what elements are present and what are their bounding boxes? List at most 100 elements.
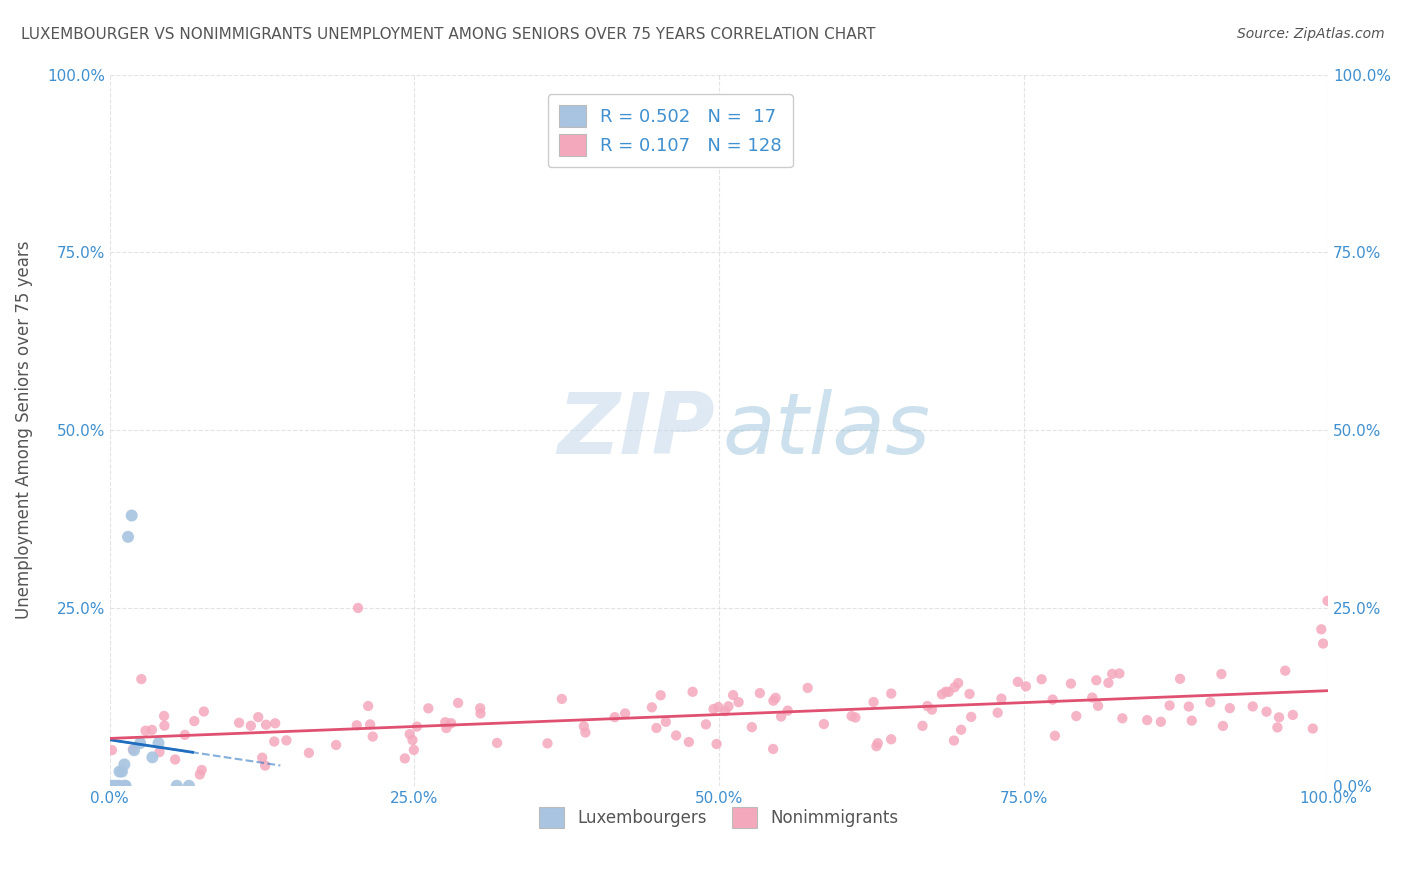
Point [165, 752, 187, 766]
Point [536, 736, 558, 750]
Point [702, 702, 724, 716]
Point [748, 686, 770, 700]
Point [1274, 664, 1296, 678]
Point [247, 710, 270, 724]
Point [1136, 713, 1159, 727]
Point [263, 734, 285, 748]
Point [1168, 672, 1191, 686]
Point [1282, 708, 1305, 723]
Point [727, 695, 749, 709]
Point [264, 716, 287, 731]
Point [1310, 623, 1333, 637]
Point [935, 684, 957, 698]
Point [418, 701, 440, 715]
Point [135, 723, 157, 738]
Point [228, 715, 250, 730]
Text: Source: ZipAtlas.com: Source: ZipAtlas.com [1237, 27, 1385, 41]
Point [250, 750, 273, 764]
Point [865, 739, 887, 754]
Point [1043, 729, 1066, 743]
Point [1085, 673, 1108, 688]
Point [112, 779, 135, 793]
Point [166, 779, 188, 793]
Point [398, 727, 420, 741]
Point [406, 720, 429, 734]
Point [470, 706, 492, 721]
Point [108, 779, 131, 793]
Point [1150, 714, 1173, 729]
Point [1241, 699, 1264, 714]
Point [1007, 674, 1029, 689]
Point [1066, 709, 1088, 723]
Point [129, 736, 152, 750]
Point [1302, 722, 1324, 736]
Point [695, 717, 717, 731]
Point [440, 716, 463, 731]
Point [141, 750, 163, 764]
Point [1199, 695, 1222, 709]
Point [1015, 679, 1038, 693]
Point [1159, 698, 1181, 713]
Point [1097, 676, 1119, 690]
Point [1178, 699, 1201, 714]
Point [434, 715, 457, 730]
Point [1060, 676, 1083, 690]
Point [141, 723, 163, 737]
Point [193, 705, 215, 719]
Point [188, 767, 211, 781]
Point [1316, 594, 1339, 608]
Point [101, 743, 124, 757]
Point [173, 728, 195, 742]
Point [401, 733, 423, 747]
Point [641, 700, 664, 714]
Point [470, 701, 492, 715]
Point [950, 723, 973, 737]
Point [717, 699, 740, 714]
Point [359, 717, 381, 731]
Point [177, 779, 200, 793]
Point [1108, 666, 1130, 681]
Point [447, 696, 470, 710]
Point [880, 687, 903, 701]
Point [721, 688, 744, 702]
Point [714, 704, 737, 718]
Point [105, 779, 128, 793]
Point [190, 763, 212, 777]
Point [434, 721, 457, 735]
Point [762, 694, 785, 708]
Point [111, 764, 134, 779]
Point [762, 742, 785, 756]
Point [987, 706, 1010, 720]
Point [862, 695, 884, 709]
Point [706, 737, 728, 751]
Point [1212, 719, 1234, 733]
Point [938, 685, 960, 699]
Point [574, 725, 596, 739]
Point [776, 704, 799, 718]
Point [486, 736, 509, 750]
Point [153, 709, 176, 723]
Point [254, 758, 277, 772]
Point [1081, 690, 1104, 705]
Point [946, 676, 969, 690]
Point [1256, 705, 1278, 719]
Point [402, 743, 425, 757]
Point [921, 703, 943, 717]
Point [1211, 667, 1233, 681]
Point [682, 685, 704, 699]
Point [1268, 710, 1291, 724]
Point [148, 736, 170, 750]
Point [770, 709, 793, 723]
Point [551, 692, 574, 706]
Point [650, 688, 672, 702]
Point [866, 736, 889, 750]
Point [98, 779, 121, 793]
Point [346, 718, 368, 732]
Point [394, 751, 416, 765]
Point [347, 601, 370, 615]
Point [153, 718, 176, 732]
Text: ZIP: ZIP [558, 389, 716, 472]
Point [357, 698, 380, 713]
Point [765, 690, 787, 705]
Point [112, 757, 135, 772]
